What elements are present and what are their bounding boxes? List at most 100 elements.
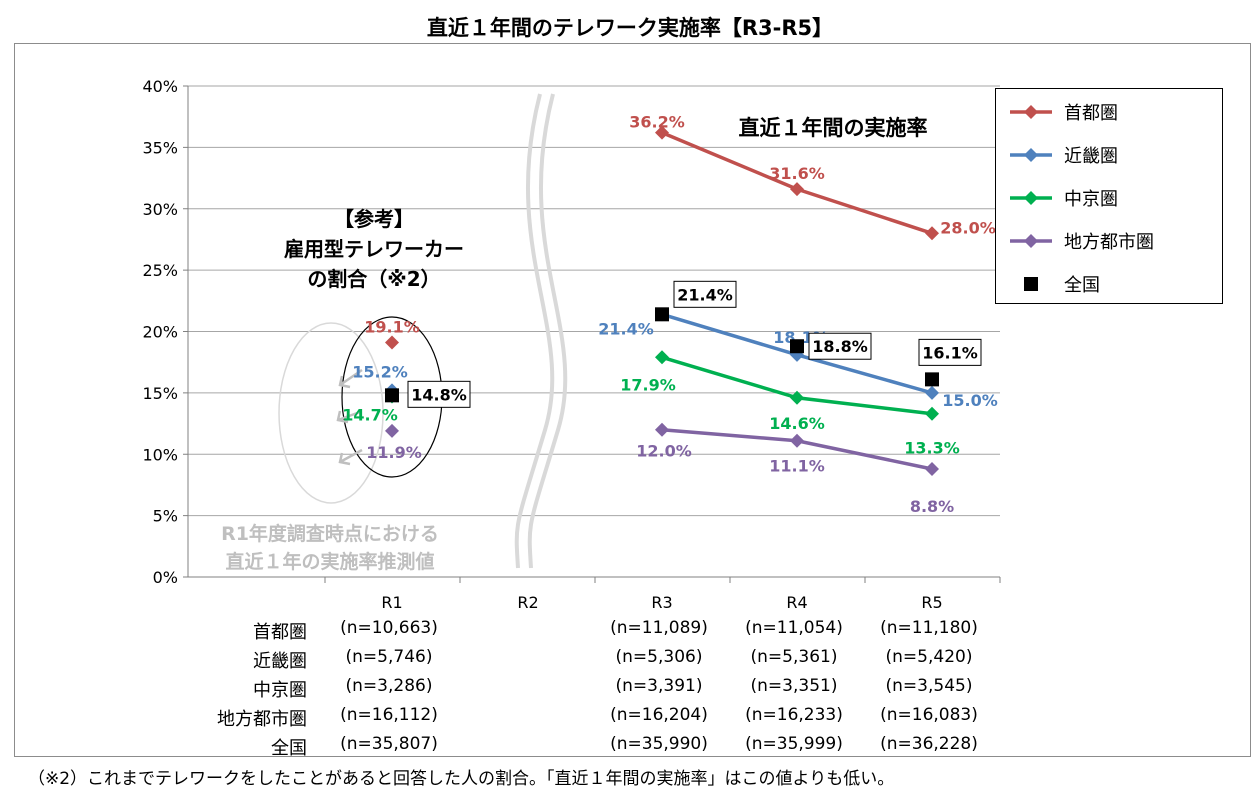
sample-size-cell: (n=10,663)	[340, 618, 438, 638]
y-tick-label: 30%	[142, 200, 178, 219]
y-tick-label: 10%	[142, 445, 178, 464]
estimate-arrow	[337, 410, 361, 422]
y-tick-label: 35%	[142, 138, 178, 157]
data-label-全国: 18.8%	[812, 337, 868, 356]
legend-label: 中京圏	[1064, 189, 1118, 210]
x-tick-label: R4	[786, 593, 807, 612]
data-label-box-全国	[808, 332, 872, 360]
y-tick-label: 5%	[153, 507, 178, 526]
sample-row-label: 近畿圏	[253, 651, 307, 672]
sample-size-cell: (n=11,180)	[880, 618, 978, 638]
x-tick-label: R5	[921, 593, 942, 612]
estimate-note-line: R1年度調査時点における	[221, 522, 439, 545]
y-tick-label: 20%	[142, 323, 178, 342]
legend-item: 首都圏	[1008, 97, 1118, 127]
sample-row-label: 首都圏	[253, 622, 307, 643]
data-label-全国: 14.8%	[411, 385, 467, 404]
data-point-首都圏	[925, 226, 939, 241]
sample-row-label: 地方都市圏	[217, 709, 307, 730]
sample-size-cell: (n=16,112)	[340, 705, 438, 725]
data-label-首都圏: 19.1%	[364, 318, 420, 337]
sample-size-cell: (n=36,228)	[880, 734, 978, 754]
legend-item: 中京圏	[1008, 183, 1118, 213]
data-label-box-全国	[673, 280, 737, 308]
sample-size-cell: (n=3,545)	[885, 676, 973, 696]
estimate-arrowhead	[338, 375, 351, 389]
reference-note-line: の割合（※2）	[307, 267, 440, 291]
legend: 首都圏近畿圏中京圏地方都市圏全国	[995, 88, 1223, 304]
data-point-近畿圏	[925, 385, 939, 400]
sample-size-cell: (n=11,089)	[610, 618, 708, 638]
chart-title: 直近１年間のテレワーク実施率【R3-R5】	[426, 16, 834, 40]
data-point-地方都市圏	[385, 423, 399, 438]
sample-row-label: 全国	[271, 738, 307, 759]
footnote: （※2）これまでテレワークをしたことがあると回答した人の割合。「直近１年間の実施…	[28, 769, 895, 789]
axis-break-line	[527, 93, 568, 569]
data-point-全国	[925, 372, 939, 387]
data-point-中京圏	[790, 390, 804, 405]
data-point-首都圏	[385, 335, 399, 350]
y-tick-label: 0%	[153, 568, 178, 587]
data-point-全国	[790, 339, 804, 354]
data-label-首都圏: 36.2%	[629, 113, 685, 132]
series-line-中京圏	[661, 355, 933, 416]
x-tick-label: R2	[517, 593, 538, 612]
sample-size-cell: (n=35,999)	[745, 734, 843, 754]
legend-swatch	[1024, 277, 1038, 291]
legend-item: 地方都市圏	[1008, 226, 1154, 256]
estimate-arrowhead	[336, 410, 349, 424]
estimate-ellipse	[278, 322, 384, 504]
sample-size-cell: (n=35,990)	[610, 734, 708, 754]
data-label-中京圏: 14.7%	[342, 406, 398, 425]
sample-size-cell: (n=16,083)	[880, 705, 978, 725]
data-label-全国: 16.1%	[922, 343, 978, 362]
data-point-全国	[655, 307, 669, 322]
data-label-box-全国	[407, 380, 471, 408]
sample-size-cell: (n=5,306)	[615, 647, 703, 667]
series-title-annotation: 直近１年間の実施率	[739, 116, 928, 140]
data-point-中京圏	[925, 406, 939, 421]
sample-size-cell: (n=3,391)	[615, 676, 703, 696]
data-point-地方都市圏	[655, 422, 669, 437]
legend-item: 近畿圏	[1008, 140, 1118, 170]
data-label-box-全国	[918, 338, 982, 366]
data-point-全国	[385, 388, 399, 403]
reference-note-line: 雇用型テレワーカー	[284, 237, 464, 261]
data-label-近畿圏: 15.2%	[352, 362, 408, 381]
legend-swatch	[1010, 234, 1052, 248]
data-point-首都圏	[790, 182, 804, 197]
data-label-近畿圏: 21.4%	[598, 319, 654, 338]
legend-label: 地方都市圏	[1064, 232, 1154, 253]
data-label-中京圏: 13.3%	[904, 439, 960, 458]
estimate-note-line: 直近１年の実施率推測値	[225, 550, 434, 573]
data-label-地方都市圏: 11.9%	[366, 443, 422, 462]
estimate-arrow	[339, 368, 363, 387]
sample-size-cell: (n=3,286)	[345, 676, 433, 696]
legend-swatch	[1010, 191, 1052, 205]
x-tick-label: R1	[381, 593, 402, 612]
x-tick-label: R3	[651, 593, 672, 612]
data-point-地方都市圏	[790, 433, 804, 448]
sample-size-cell: (n=5,361)	[750, 647, 838, 667]
data-label-地方都市圏: 12.0%	[636, 442, 692, 461]
y-tick-label: 25%	[142, 261, 178, 280]
estimate-arrow	[339, 448, 363, 464]
data-point-地方都市圏	[925, 461, 939, 476]
legend-swatch	[1010, 148, 1052, 162]
data-label-首都圏: 31.6%	[769, 164, 825, 183]
legend-item: 全国	[1008, 269, 1100, 299]
sample-size-cell: (n=5,746)	[345, 647, 433, 667]
legend-label: 首都圏	[1064, 103, 1118, 124]
data-label-中京圏: 17.9%	[620, 375, 676, 394]
y-tick-label: 40%	[142, 77, 178, 96]
data-label-全国: 21.4%	[677, 285, 733, 304]
data-label-地方都市圏: 8.8%	[910, 497, 954, 516]
data-label-地方都市圏: 11.1%	[769, 457, 825, 476]
data-point-首都圏	[655, 125, 669, 140]
legend-label: 全国	[1064, 275, 1100, 296]
y-tick-label: 15%	[142, 384, 178, 403]
sample-size-cell: (n=5,420)	[885, 647, 973, 667]
legend-label: 近畿圏	[1064, 146, 1118, 167]
sample-size-cell: (n=16,233)	[745, 705, 843, 725]
reference-note-line: 【参考】	[334, 207, 414, 231]
